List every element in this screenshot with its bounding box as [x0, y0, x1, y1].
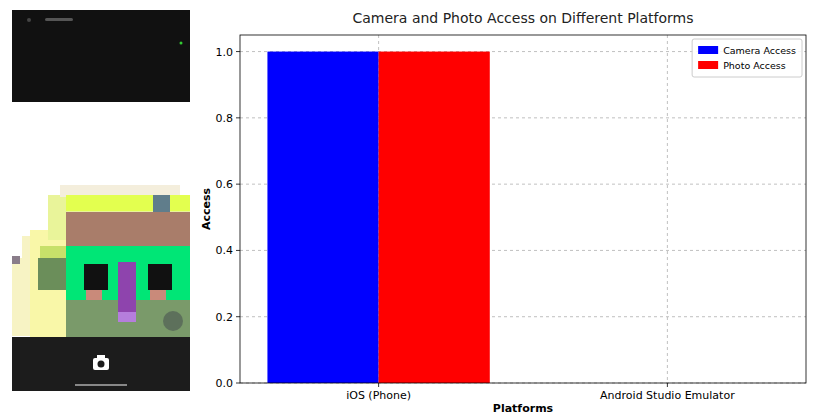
bar — [379, 52, 490, 383]
y-tick-label: 0.2 — [216, 311, 234, 324]
y-tick-label: 0.6 — [216, 178, 234, 191]
phone-screenshot — [12, 10, 190, 391]
camera-icon[interactable] — [93, 358, 109, 370]
x-tick — [667, 383, 668, 387]
x-axis-title: Platforms — [493, 402, 554, 415]
x-tick-label: Android Studio Emulator — [600, 389, 735, 402]
plot-frame — [240, 35, 806, 383]
y-tick-label: 1.0 — [216, 46, 234, 59]
pixel-art-block — [153, 195, 170, 213]
pixel-art-block — [148, 264, 172, 290]
pixel-art-block — [12, 236, 30, 336]
y-tick — [236, 184, 240, 185]
y-tick-label: 0.4 — [216, 244, 234, 257]
pixel-art-block — [84, 264, 108, 290]
y-tick — [236, 117, 240, 118]
legend-swatch — [698, 46, 718, 54]
y-axis-title: Access — [200, 187, 213, 230]
y-tick-label: 0.8 — [216, 112, 234, 125]
pixel-art-block — [86, 290, 102, 300]
legend-box — [692, 39, 802, 77]
camera-icon-top — [97, 355, 105, 359]
phone-camera-dot — [27, 18, 31, 22]
y-tick — [236, 51, 240, 52]
y-tick — [236, 316, 240, 317]
grid-line-x — [667, 35, 668, 383]
y-tick-label: 0.0 — [216, 377, 234, 390]
camera-icon-lens — [98, 361, 105, 368]
canvas: 0.0 0.2 0.4 0.6 0.8 1.0 iOS (Phone) Android Stu… — [0, 0, 822, 417]
phone-screen — [12, 102, 190, 338]
pixel-art-block — [118, 262, 136, 312]
pixel-art-block — [66, 195, 190, 211]
bar — [267, 52, 378, 383]
legend-label: Camera Access — [723, 45, 796, 56]
bars — [267, 52, 489, 383]
pixel-art-block — [30, 230, 70, 338]
pixel-art-block — [66, 212, 190, 246]
x-tick-label: iOS (Phone) — [346, 389, 411, 402]
pixel-art-block — [118, 312, 136, 322]
phone-toolbar — [12, 337, 190, 391]
pixel-art-block — [150, 290, 166, 300]
pixel-art-block — [12, 256, 20, 264]
y-tick — [236, 383, 240, 384]
more-button — [163, 311, 183, 331]
legend-label: Photo Access — [723, 60, 786, 71]
legend-swatch — [698, 61, 718, 69]
pixel-art-block — [38, 258, 68, 290]
y-tick — [236, 250, 240, 251]
x-tick — [378, 383, 379, 387]
home-indicator — [75, 384, 127, 386]
phone-indicator — [180, 42, 183, 45]
page: {"chart_data": {"type": "bar", "title": … — [0, 0, 822, 417]
phone-speaker — [45, 18, 73, 21]
pixel-art-block — [12, 236, 22, 258]
phone-frame — [12, 10, 190, 391]
legend: Camera Access Photo Access — [692, 39, 802, 77]
chart-title: Camera and Photo Access on Different Pla… — [353, 10, 694, 26]
